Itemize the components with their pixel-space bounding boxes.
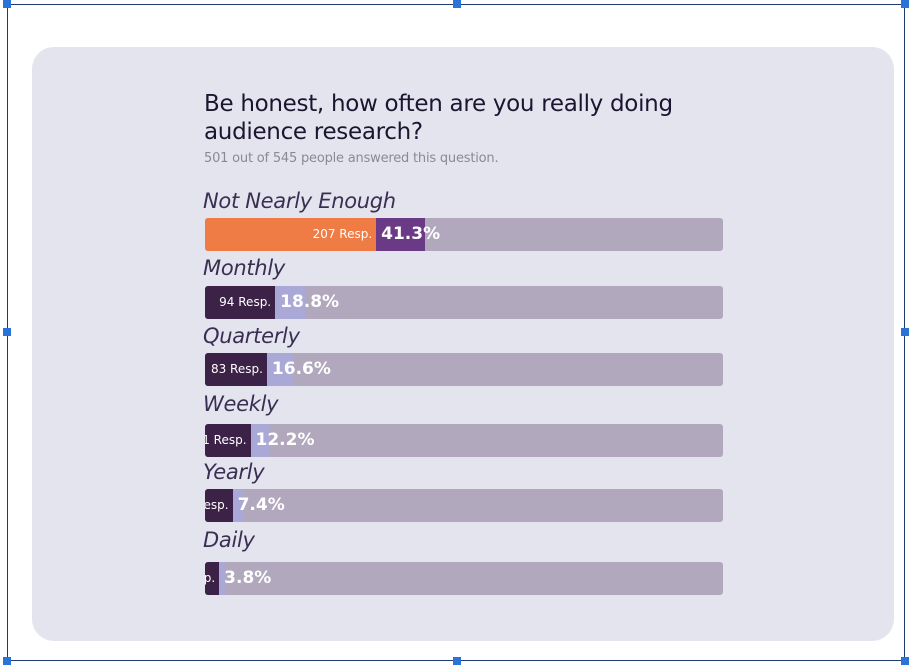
bar-percent-segment bbox=[232, 489, 245, 522]
bar-percent-label: 41.3% bbox=[381, 224, 441, 244]
bar-response-label: 37 Resp. bbox=[205, 498, 229, 512]
bar-percent-segment bbox=[376, 218, 426, 251]
bar-track: 61 Resp. 12.2% bbox=[205, 424, 723, 457]
chart-subtitle: 501 out of 545 people answered this ques… bbox=[204, 151, 499, 166]
bar-response-label: 83 Resp. bbox=[210, 362, 263, 376]
bar-response-segment bbox=[205, 562, 220, 595]
resize-handle-middle-right[interactable] bbox=[901, 328, 909, 336]
resize-handle-top-middle[interactable] bbox=[453, 0, 461, 8]
bar-response-segment bbox=[205, 424, 251, 457]
resize-handle-top-right[interactable] bbox=[901, 0, 909, 8]
bar-track: 19 Resp. 3.8% bbox=[205, 562, 723, 595]
resize-handle-top-left[interactable] bbox=[3, 0, 11, 8]
bar-percent-label: 7.4% bbox=[237, 495, 285, 515]
bar-response-label: 94 Resp. bbox=[219, 295, 272, 309]
bar-response-segment bbox=[205, 286, 276, 319]
resize-handle-middle-left[interactable] bbox=[3, 328, 11, 336]
bar-response-segment bbox=[205, 353, 267, 386]
category-label: Weekly bbox=[203, 392, 279, 416]
bar-percent-label: 3.8% bbox=[224, 568, 272, 588]
chart-title: Be honest, how often are you really doin… bbox=[204, 91, 673, 145]
category-label: Yearly bbox=[203, 460, 265, 484]
resize-handle-bottom-right[interactable] bbox=[901, 657, 909, 665]
bar-track: 83 Resp. 16.6% bbox=[205, 353, 723, 386]
category-label: Not Nearly Enough bbox=[203, 189, 396, 213]
bar-track: 207 Resp. 41.3% bbox=[205, 218, 723, 251]
category-label: Monthly bbox=[203, 256, 285, 280]
bar-response-label: 61 Resp. bbox=[205, 433, 247, 447]
category-label: Quarterly bbox=[203, 324, 300, 348]
bar-response-label: 207 Resp. bbox=[312, 227, 373, 241]
bar-percent-label: 16.6% bbox=[271, 359, 331, 379]
bar-percent-label: 12.2% bbox=[255, 430, 315, 450]
category-label: Daily bbox=[203, 528, 255, 552]
chart-card bbox=[32, 47, 894, 641]
bar-percent-segment bbox=[275, 286, 306, 319]
bar-percent-segment bbox=[266, 353, 294, 386]
bar-percent-segment bbox=[250, 424, 271, 457]
resize-handle-bottom-left[interactable] bbox=[3, 657, 11, 665]
bar-response-segment bbox=[205, 218, 377, 251]
resize-handle-bottom-middle[interactable] bbox=[453, 657, 461, 665]
bar-track: 37 Resp. 7.4% bbox=[205, 489, 723, 522]
bar-response-label: 19 Resp. bbox=[205, 571, 216, 585]
bar-percent-label: 18.8% bbox=[280, 292, 340, 312]
bar-percent-segment bbox=[219, 562, 226, 595]
bar-response-segment bbox=[205, 489, 233, 522]
bar-track: 94 Resp. 18.8% bbox=[205, 286, 723, 319]
